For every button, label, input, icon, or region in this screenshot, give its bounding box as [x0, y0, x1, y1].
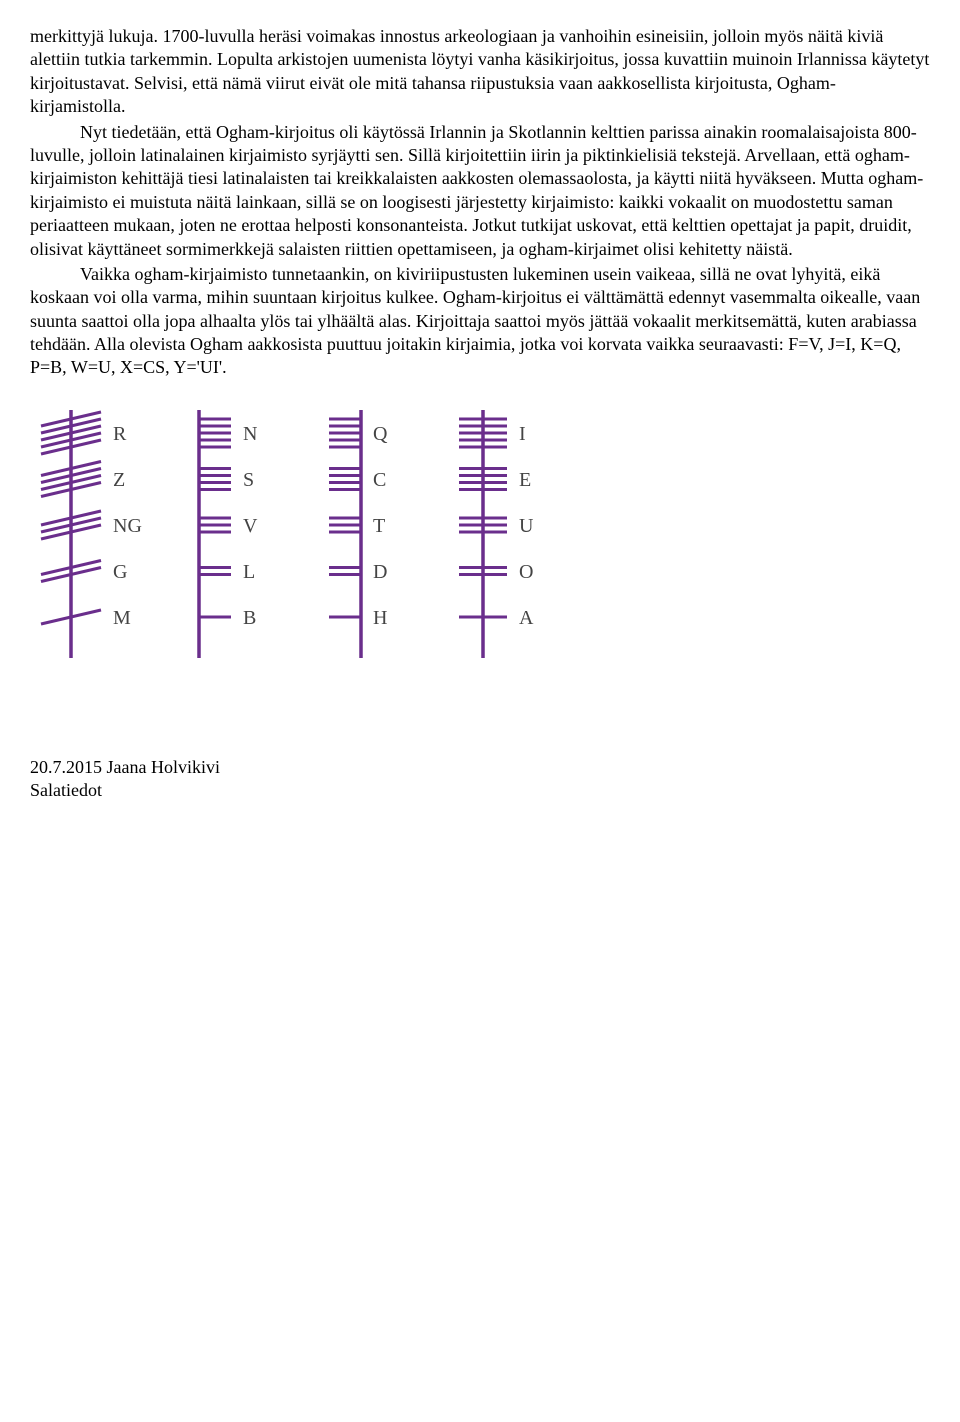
ogham-column-1: N S V L B: [193, 402, 285, 666]
ogham-alphabet-chart: R Z NG G M N S V L B Q C T D H I E U O A: [30, 402, 930, 666]
footer-source: Salatiedot: [30, 779, 930, 802]
paragraph-3: Vaikka ogham-kirjaimisto tunnetaankin, o…: [30, 263, 930, 380]
ogham-label-V: V: [243, 515, 258, 537]
ogham-label-Q: Q: [373, 423, 388, 445]
ogham-label-D: D: [373, 561, 387, 583]
paragraph-1: merkittyjä lukuja. 1700-luvulla heräsi v…: [30, 25, 930, 119]
ogham-label-U: U: [519, 515, 534, 537]
ogham-label-NG: NG: [113, 515, 142, 537]
ogham-label-B: B: [243, 607, 256, 629]
ogham-label-L: L: [243, 561, 255, 583]
ogham-column-wrap-2: Q C T D H: [323, 402, 415, 666]
ogham-label-T: T: [373, 515, 385, 537]
ogham-label-O: O: [519, 561, 533, 583]
ogham-label-E: E: [519, 469, 531, 491]
ogham-label-M: M: [113, 607, 131, 629]
ogham-label-C: C: [373, 469, 386, 491]
paragraph-2: Nyt tiedetään, että Ogham-kirjoitus oli …: [30, 121, 930, 261]
ogham-label-N: N: [243, 423, 257, 445]
ogham-column-3: I E U O A: [453, 402, 561, 666]
ogham-label-Z: Z: [113, 469, 125, 491]
ogham-label-A: A: [519, 607, 534, 629]
ogham-label-R: R: [113, 423, 127, 445]
ogham-column-wrap-0: R Z NG G M: [35, 402, 155, 666]
ogham-label-I: I: [519, 423, 526, 445]
ogham-label-H: H: [373, 607, 387, 629]
footer-date-author: 20.7.2015 Jaana Holvikivi: [30, 756, 930, 779]
ogham-column-wrap-3: I E U O A: [453, 402, 561, 666]
ogham-column-wrap-1: N S V L B: [193, 402, 285, 666]
ogham-column-2: Q C T D H: [323, 402, 415, 666]
ogham-column-0: R Z NG G M: [35, 402, 155, 666]
ogham-label-S: S: [243, 469, 254, 491]
ogham-label-G: G: [113, 561, 127, 583]
